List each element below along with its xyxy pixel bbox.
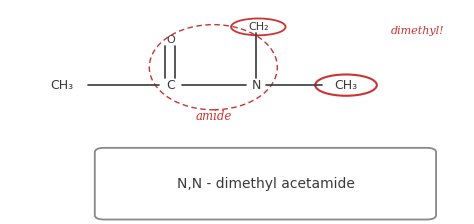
Text: CH₃: CH₃ bbox=[335, 79, 357, 92]
Text: amide: amide bbox=[195, 110, 231, 123]
Text: dimethyl!: dimethyl! bbox=[390, 26, 444, 36]
Text: N,N - dimethyl acetamide: N,N - dimethyl acetamide bbox=[176, 177, 355, 191]
Text: C: C bbox=[166, 79, 175, 92]
FancyBboxPatch shape bbox=[95, 148, 436, 220]
Text: CH₃: CH₃ bbox=[50, 79, 73, 92]
Text: CH₂: CH₂ bbox=[248, 22, 269, 32]
Text: N: N bbox=[251, 79, 261, 92]
Text: O: O bbox=[166, 35, 175, 45]
